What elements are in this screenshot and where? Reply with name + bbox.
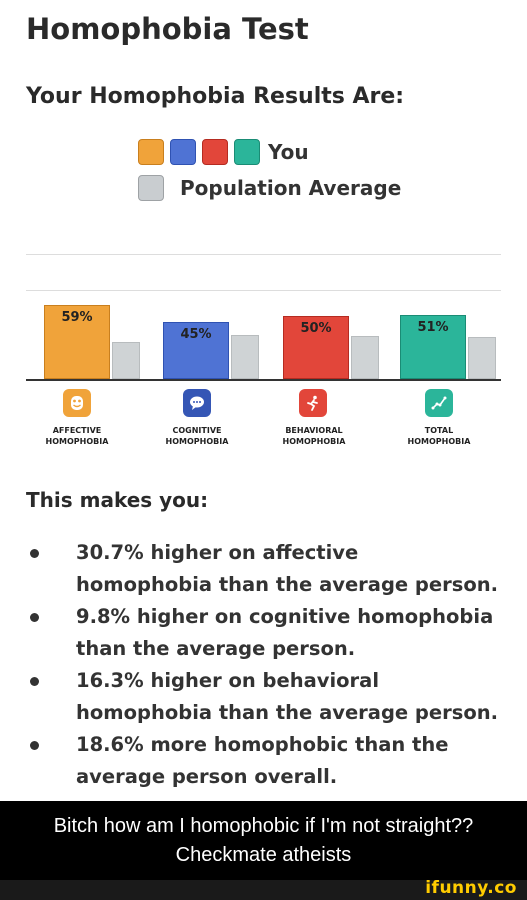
results-heading: Your Homophobia Results Are: xyxy=(26,84,405,109)
bar-value-label: 51% xyxy=(417,320,449,335)
list-item: 9.8% higher on cognitive homophobia than… xyxy=(30,601,500,665)
bar-value-label: 50% xyxy=(300,321,332,336)
chart-baseline xyxy=(26,379,501,381)
bullet-icon xyxy=(30,613,39,622)
category-label-affective: AFFECTIVE HOMOPHOBIA xyxy=(22,425,132,447)
bar-value-label: 45% xyxy=(180,327,212,342)
category-label-total: TOTAL HOMOPHOBIA xyxy=(384,425,494,447)
graph-icon xyxy=(425,389,453,417)
bullet-icon xyxy=(30,741,39,750)
list-item: 30.7% higher on affective homophobia tha… xyxy=(30,537,500,601)
summary-list: 30.7% higher on affective homophobia tha… xyxy=(30,537,500,793)
category-line: AFFECTIVE xyxy=(52,426,102,435)
category-label-behavioral: BEHAVIORAL HOMOPHOBIA xyxy=(259,425,369,447)
speech-bubble-icon xyxy=(183,389,211,417)
list-item: 18.6% more homophobic than the average p… xyxy=(30,729,500,793)
category-label-cognitive: COGNITIVE HOMOPHOBIA xyxy=(142,425,252,447)
ifunny-watermark: ifunny.co xyxy=(425,878,517,898)
category-line: COGNITIVE xyxy=(172,426,222,435)
legend-swatch-cognitive xyxy=(170,139,196,165)
list-item-text: 16.3% higher on behavioral homophobia th… xyxy=(76,669,499,724)
category-line: HOMOPHOBIA xyxy=(165,437,229,446)
legend-swatch-population xyxy=(138,175,164,201)
bar-population-2 xyxy=(351,336,379,379)
legend-swatch-behavioral xyxy=(202,139,228,165)
legend-you: You xyxy=(138,139,309,165)
bar-you-3: 51% xyxy=(400,315,466,379)
legend-population: Population Average xyxy=(138,175,401,201)
bar-population-1 xyxy=(231,335,259,379)
page-title: Homophobia Test xyxy=(26,12,309,46)
list-item-text: 30.7% higher on affective homophobia tha… xyxy=(76,541,499,596)
legend-you-label: You xyxy=(268,140,309,164)
bar-you-1: 45% xyxy=(163,322,229,379)
bar-population-0 xyxy=(112,342,140,379)
list-item-text: 9.8% higher on cognitive homophobia than… xyxy=(76,605,494,660)
running-figure-icon xyxy=(299,389,327,417)
category-line: HOMOPHOBIA xyxy=(407,437,471,446)
legend-population-label: Population Average xyxy=(180,176,402,200)
divider-top xyxy=(26,254,501,255)
list-item-text: 18.6% more homophobic than the average p… xyxy=(76,733,449,788)
category-line: TOTAL xyxy=(424,426,454,435)
divider-chart xyxy=(26,290,501,291)
summary-heading: This makes you: xyxy=(26,488,209,512)
bar-value-label: 59% xyxy=(61,310,93,325)
bar-you-0: 59% xyxy=(44,305,110,379)
caption-text: Bitch how am I homophobic if I'm not str… xyxy=(53,815,474,866)
bullet-icon xyxy=(30,677,39,686)
category-line: HOMOPHOBIA xyxy=(282,437,346,446)
meme-caption: Bitch how am I homophobic if I'm not str… xyxy=(0,801,527,880)
bar-you-2: 50% xyxy=(283,316,349,379)
legend-swatch-affective xyxy=(138,139,164,165)
bar-population-3 xyxy=(468,337,496,379)
list-item: 16.3% higher on behavioral homophobia th… xyxy=(30,665,500,729)
category-line: HOMOPHOBIA xyxy=(45,437,109,446)
bullet-icon xyxy=(30,549,39,558)
category-line: BEHAVIORAL xyxy=(285,426,343,435)
legend-swatch-total xyxy=(234,139,260,165)
mask-icon xyxy=(63,389,91,417)
footer-bar: ifunny.co xyxy=(0,878,527,900)
